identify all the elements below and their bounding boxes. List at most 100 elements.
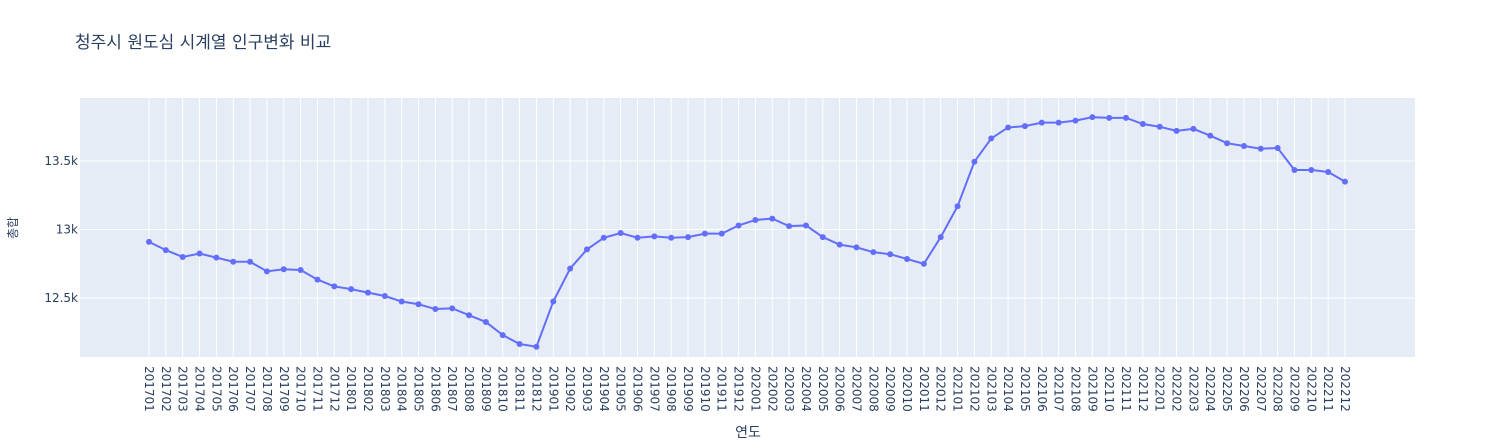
data-point[interactable] xyxy=(1207,132,1214,139)
x-tick-label: 202205 xyxy=(1220,366,1234,412)
data-point[interactable] xyxy=(651,233,658,240)
x-tick-label: 202212 xyxy=(1338,366,1352,412)
x-tick-label: 202208 xyxy=(1271,366,1285,412)
data-point[interactable] xyxy=(1291,166,1298,173)
data-point[interactable] xyxy=(600,234,607,241)
data-point[interactable] xyxy=(280,266,287,273)
data-point[interactable] xyxy=(364,289,371,296)
data-point[interactable] xyxy=(853,244,860,251)
data-point[interactable] xyxy=(1190,125,1197,132)
data-point[interactable] xyxy=(533,343,540,350)
data-point[interactable] xyxy=(516,340,523,347)
data-point[interactable] xyxy=(314,276,321,283)
x-tick-label: 202003 xyxy=(782,366,796,412)
data-point[interactable] xyxy=(802,222,809,229)
data-point[interactable] xyxy=(617,229,624,236)
data-point[interactable] xyxy=(179,253,186,260)
data-point[interactable] xyxy=(146,238,152,245)
data-point[interactable] xyxy=(1139,121,1146,128)
data-point[interactable] xyxy=(1257,145,1264,152)
data-point[interactable] xyxy=(937,234,944,241)
data-point[interactable] xyxy=(1106,114,1113,121)
x-tick-label: 202201 xyxy=(1153,366,1167,412)
data-point[interactable] xyxy=(836,241,843,248)
data-point[interactable] xyxy=(701,230,708,237)
data-point[interactable] xyxy=(988,135,995,142)
data-point[interactable] xyxy=(1156,123,1163,130)
data-point[interactable] xyxy=(162,247,169,254)
data-point[interactable] xyxy=(381,293,388,300)
x-tick-label: 201808 xyxy=(462,366,476,412)
data-point[interactable] xyxy=(550,298,557,305)
x-tick-label: 202110 xyxy=(1102,366,1116,412)
x-tick-label: 201904 xyxy=(597,366,611,412)
x-tick-label: 201812 xyxy=(529,366,543,412)
x-tick-label: 201703 xyxy=(176,366,190,412)
data-point[interactable] xyxy=(1072,117,1079,124)
data-point[interactable] xyxy=(1005,124,1012,131)
data-point[interactable] xyxy=(449,305,456,312)
data-point[interactable] xyxy=(920,260,927,267)
data-point[interactable] xyxy=(735,222,742,229)
x-tick-label: 202109 xyxy=(1085,366,1099,412)
data-point[interactable] xyxy=(567,265,574,272)
data-point[interactable] xyxy=(1021,123,1028,130)
data-point[interactable] xyxy=(415,301,422,308)
data-point[interactable] xyxy=(1342,178,1348,185)
x-tick-label: 202009 xyxy=(883,366,897,412)
data-point[interactable] xyxy=(583,246,590,253)
data-point[interactable] xyxy=(432,306,439,313)
data-point[interactable] xyxy=(230,258,237,265)
data-point[interactable] xyxy=(1224,140,1231,147)
x-tick-label: 202202 xyxy=(1170,366,1184,412)
data-point[interactable] xyxy=(870,249,877,256)
data-point[interactable] xyxy=(1274,145,1281,152)
data-point[interactable] xyxy=(887,251,894,258)
data-point[interactable] xyxy=(263,268,270,275)
x-tick-label: 202002 xyxy=(765,366,779,412)
data-point[interactable] xyxy=(247,258,254,265)
data-point[interactable] xyxy=(297,266,304,273)
data-point[interactable] xyxy=(634,234,641,241)
data-point[interactable] xyxy=(786,223,793,230)
data-point[interactable] xyxy=(348,286,355,293)
data-point[interactable] xyxy=(1240,142,1247,149)
x-tick-label: 202207 xyxy=(1254,366,1268,412)
data-point[interactable] xyxy=(1038,119,1045,126)
x-tick-label: 201706 xyxy=(226,366,240,412)
data-point[interactable] xyxy=(904,256,911,263)
data-point[interactable] xyxy=(819,234,826,241)
data-point[interactable] xyxy=(718,230,725,237)
x-tick-label: 202107 xyxy=(1052,366,1066,412)
y-axis-title: 총합 xyxy=(6,217,20,239)
y-tick-label: 13k xyxy=(56,223,78,237)
x-tick-label: 201811 xyxy=(513,366,527,412)
data-point[interactable] xyxy=(213,254,220,261)
x-tick-label: 201912 xyxy=(732,366,746,412)
data-point[interactable] xyxy=(499,332,506,339)
data-point[interactable] xyxy=(685,234,692,241)
data-point[interactable] xyxy=(971,158,978,165)
data-point[interactable] xyxy=(1325,169,1332,175)
data-point[interactable] xyxy=(331,283,338,290)
data-point[interactable] xyxy=(1173,127,1180,134)
series-markers xyxy=(146,114,1348,350)
data-point[interactable] xyxy=(466,312,473,319)
x-tick-label: 202111 xyxy=(1119,366,1133,412)
data-point[interactable] xyxy=(1055,119,1062,126)
x-tick-label: 201903 xyxy=(580,366,594,412)
data-point[interactable] xyxy=(1089,114,1096,121)
x-tick-label: 202102 xyxy=(967,366,981,412)
data-point[interactable] xyxy=(398,298,405,305)
data-point[interactable] xyxy=(769,215,776,222)
data-point[interactable] xyxy=(1308,166,1315,173)
x-tick-label: 202209 xyxy=(1287,366,1301,412)
data-point[interactable] xyxy=(196,250,203,257)
data-point[interactable] xyxy=(954,203,961,210)
data-point[interactable] xyxy=(668,234,675,241)
y-tick-labels: 12.5k 13k 13.5k xyxy=(44,154,78,305)
data-point[interactable] xyxy=(482,319,489,326)
data-point[interactable] xyxy=(752,216,759,223)
x-tick-label: 201704 xyxy=(193,366,207,412)
data-point[interactable] xyxy=(1123,114,1130,121)
